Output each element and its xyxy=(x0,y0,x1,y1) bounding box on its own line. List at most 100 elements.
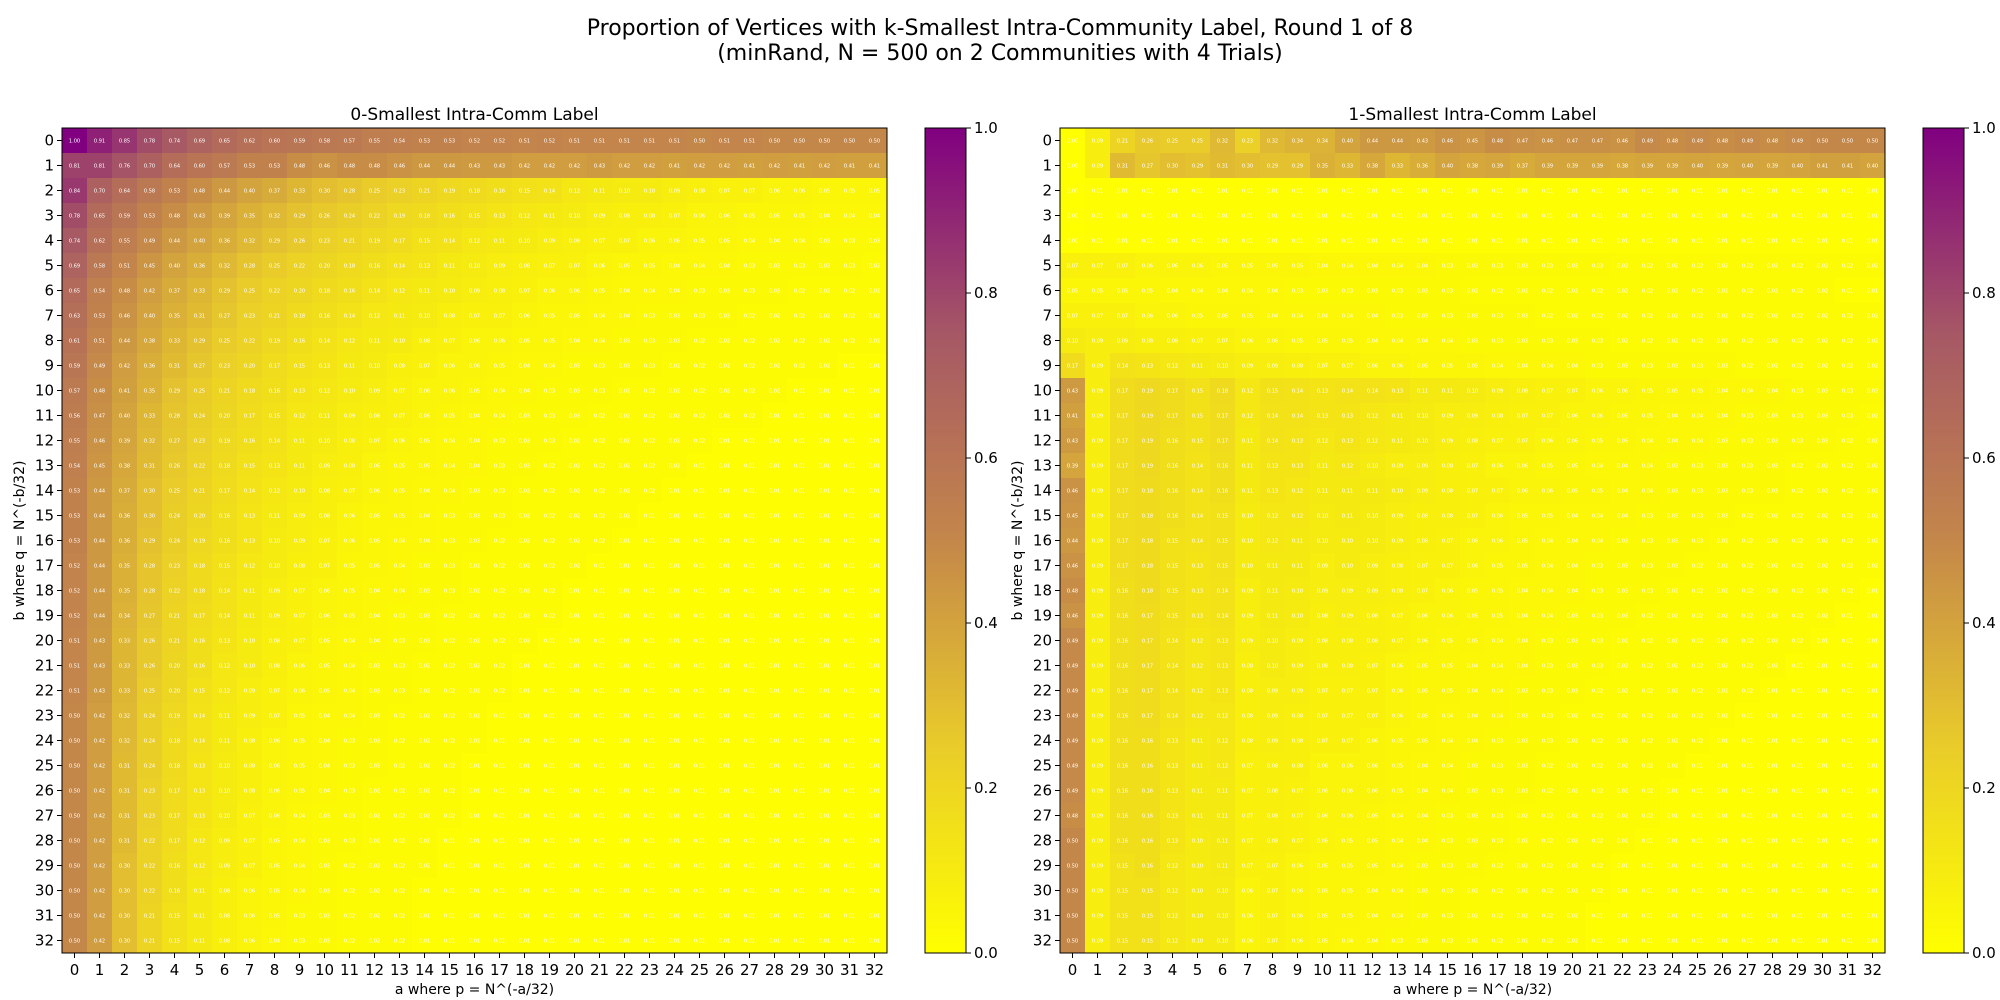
heatmap-cell-label: 0.07 xyxy=(1317,714,1328,720)
heatmap-cell xyxy=(62,228,88,254)
heatmap-cell-label: 0.02 xyxy=(469,714,480,720)
heatmap-cell-label: 0.11 xyxy=(1242,489,1253,495)
heatmap-cell xyxy=(62,328,88,354)
heatmap-cell-label: 0.07 xyxy=(1242,839,1253,845)
heatmap-cell-label: 0.07 xyxy=(1542,414,1553,420)
heatmap-cell-label: 0.02 xyxy=(1842,264,1853,270)
heatmap-cell-label: 0.04 xyxy=(1467,689,1478,695)
heatmap-cell xyxy=(187,303,213,329)
heatmap-cell-label: 0.08 xyxy=(1167,339,1178,345)
heatmap-cell xyxy=(787,353,813,379)
heatmap-cell-label: 0.03 xyxy=(1717,364,1728,370)
heatmap-cell-label: 0.21 xyxy=(144,914,155,920)
heatmap-cell-label: 0.01 xyxy=(569,714,580,720)
heatmap-cell-label: 0.02 xyxy=(1867,264,1878,270)
heatmap-cell-label: 0.50 xyxy=(819,139,830,145)
heatmap-cell xyxy=(112,553,138,579)
heatmap-cell-label: 0.01 xyxy=(569,814,580,820)
x-tick-label: 15 xyxy=(440,961,459,979)
heatmap-cell xyxy=(412,353,438,379)
heatmap-cell-label: 0.35 xyxy=(169,314,180,320)
heatmap-cell xyxy=(487,128,513,154)
heatmap-cell-label: 0.01 xyxy=(769,889,780,895)
heatmap-cell xyxy=(237,228,263,254)
heatmap-cell-label: 0.03 xyxy=(1492,264,1503,270)
heatmap-cell-label: 0.01 xyxy=(519,814,530,820)
heatmap-cell-label: 0.05 xyxy=(544,339,555,345)
heatmap-cell-label: 0.40 xyxy=(144,314,155,320)
heatmap-cell-label: 0.02 xyxy=(1767,264,1778,270)
heatmap-cell-label: 0.46 xyxy=(119,314,130,320)
heatmap-cell-label: 0.02 xyxy=(844,339,855,345)
heatmap-cell-label: 0.06 xyxy=(1242,889,1253,895)
heatmap-cell-label: 0.06 xyxy=(794,189,805,195)
heatmap-cell-label: 0.01 xyxy=(619,839,630,845)
heatmap-cell-label: 0.02 xyxy=(1717,314,1728,320)
heatmap-cell-label: 0.01 xyxy=(1742,939,1753,945)
heatmap-cell-label: 0.02 xyxy=(444,814,455,820)
heatmap-cell-label: 0.14 xyxy=(1292,389,1303,395)
heatmap-cell-label: 0.18 xyxy=(419,214,430,220)
heatmap-cell xyxy=(437,353,463,379)
heatmap-cell-label: 0.52 xyxy=(494,139,505,145)
heatmap-cell-label: 0.01 xyxy=(1267,239,1278,245)
heatmap-cell-label: 0.04 xyxy=(1492,689,1503,695)
heatmap-cell-label: 0.01 xyxy=(1817,189,1828,195)
heatmap-cell xyxy=(387,228,413,254)
heatmap-cell-label: 0.01 xyxy=(1692,864,1703,870)
heatmap-cell-label: 0.03 xyxy=(1467,789,1478,795)
heatmap-cell xyxy=(462,153,488,179)
heatmap-cell xyxy=(862,203,888,229)
heatmap-cell xyxy=(537,178,563,204)
heatmap-cell-label: 0.05 xyxy=(1467,364,1478,370)
heatmap-cell-label: 0.01 xyxy=(1517,239,1528,245)
heatmap-cell-label: 0.07 xyxy=(294,589,305,595)
heatmap-cell-label: 0.10 xyxy=(344,389,355,395)
heatmap-cell xyxy=(262,678,288,704)
heatmap-cell-label: 0.07 xyxy=(494,314,505,320)
heatmap-cell-label: 0.01 xyxy=(1567,189,1578,195)
heatmap-cell-label: 0.04 xyxy=(469,464,480,470)
heatmap-cell xyxy=(387,428,413,454)
heatmap-cell-label: 0.17 xyxy=(1117,464,1128,470)
heatmap-cell-label: 0.50 xyxy=(1817,139,1828,145)
heatmap-cell xyxy=(712,678,738,704)
heatmap-cell-label: 0.02 xyxy=(1667,664,1678,670)
heatmap-cell-label: 0.03 xyxy=(1292,289,1303,295)
heatmap-cell-label: 0.02 xyxy=(1642,689,1653,695)
heatmap-cell xyxy=(862,603,888,629)
heatmap-cell-label: 0.07 xyxy=(544,264,555,270)
heatmap-cell-label: 0.16 xyxy=(1167,464,1178,470)
heatmap-cell-label: 0.05 xyxy=(1492,564,1503,570)
heatmap-cell-label: 0.01 xyxy=(844,539,855,545)
heatmap-cell-label: 0.17 xyxy=(1117,489,1128,495)
heatmap-cell xyxy=(512,178,538,204)
heatmap-cell xyxy=(762,503,788,529)
heatmap-cell xyxy=(587,378,613,404)
heatmap-cell-label: 0.02 xyxy=(1792,614,1803,620)
heatmap-cell-label: 0.02 xyxy=(494,564,505,570)
heatmap-cell xyxy=(837,628,863,654)
heatmap-cell-label: 0.04 xyxy=(1692,414,1703,420)
heatmap-cell xyxy=(487,578,513,604)
heatmap-cell-label: 0.01 xyxy=(669,639,680,645)
heatmap-cell-label: 0.21 xyxy=(1117,139,1128,145)
heatmap-cell-label: 0.37 xyxy=(119,489,130,495)
heatmap-cell-label: 0.04 xyxy=(569,339,580,345)
heatmap-cell-label: 0.41 xyxy=(1817,164,1828,170)
heatmap-cell-label: 0.01 xyxy=(644,639,655,645)
heatmap-cell xyxy=(112,428,138,454)
heatmap-cell-label: 0.01 xyxy=(1717,764,1728,770)
heatmap-cell xyxy=(787,303,813,329)
heatmap-cell-label: 0.07 xyxy=(1367,689,1378,695)
heatmap-cell-label: 0.01 xyxy=(1192,239,1203,245)
heatmap-cell-label: 0.04 xyxy=(1417,839,1428,845)
heatmap-cell xyxy=(137,628,163,654)
heatmap-cell-label: 0.01 xyxy=(1317,239,1328,245)
heatmap-cell-label: 0.01 xyxy=(644,864,655,870)
heatmap-cell-label: 0.03 xyxy=(644,364,655,370)
heatmap-cell-label: 0.01 xyxy=(519,764,530,770)
heatmap-cell xyxy=(362,328,388,354)
heatmap-cell-label: 0.55 xyxy=(369,139,380,145)
y-tick-label: 12 xyxy=(1033,432,1052,450)
